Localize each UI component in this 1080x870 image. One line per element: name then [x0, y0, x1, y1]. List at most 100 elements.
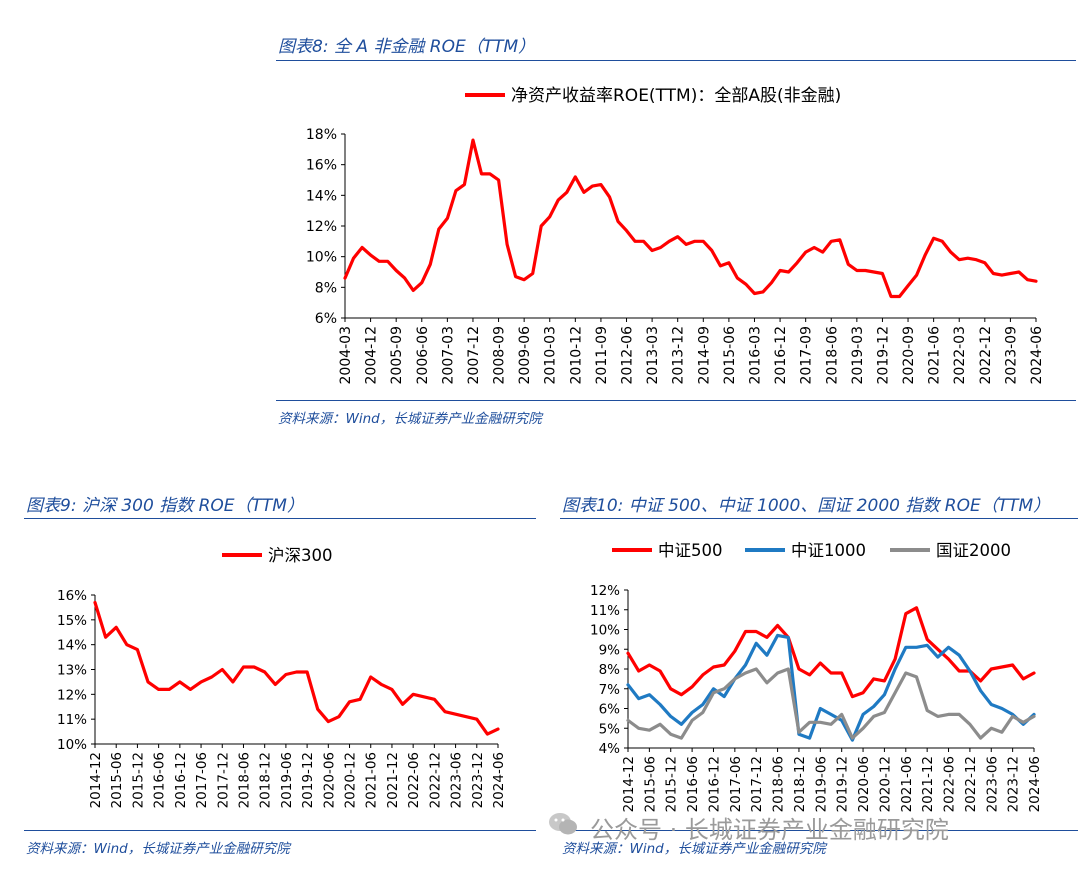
chart1-y-tick-label: 16% [306, 158, 337, 174]
watermark-text: 公众号 · 长城证券产业金融研究院 [590, 816, 949, 844]
chart2-x-tick-label: 2015-12 [130, 752, 146, 808]
chart3-x-tick-label: 2016-12 [706, 756, 722, 812]
chart1-x-tick-label: 2013-12 [671, 326, 687, 385]
chart2-x-tick-label: 2018-06 [236, 752, 252, 808]
chart1-x-tick-label: 2010-12 [568, 326, 584, 385]
chart1-x-tick-label: 2020-09 [901, 326, 917, 385]
figure-9-bottom-rule [24, 830, 536, 831]
chart2-y-tick-label: 11% [57, 712, 87, 728]
figure-10-bottom-rule [560, 830, 1078, 831]
chart3-x-tick-label: 2015-06 [642, 756, 658, 812]
chart2-x-tick-label: 2021-12 [385, 752, 401, 808]
chart1-y-tick-label: 12% [306, 219, 337, 235]
figure-9-caption: 图表9: 沪深 300 指数 ROE（TTM） [26, 496, 304, 516]
chart1-legend-label-1: 净资产收益率ROE(TTM)：全部A股(非金融) [511, 86, 841, 106]
figure-10-caption: 图表10: 中证 500、中证 1000、国证 2000 指数 ROE（TTM） [562, 496, 1051, 516]
chart2-x-tick-label: 2022-12 [427, 752, 443, 808]
chart1-x-tick-label: 2006-06 [415, 326, 431, 385]
chart1-x-tick-label: 2022-03 [952, 326, 968, 385]
chart3-x-tick-label: 2019-12 [835, 756, 851, 812]
chart3-x-tick-label: 2023-12 [1006, 756, 1022, 812]
chart1-x-tick-label: 2014-09 [696, 326, 712, 385]
chart3-x-tick-label: 2024-06 [1027, 756, 1043, 812]
figure-10-top-rule [560, 518, 1078, 519]
chart2-x-tick-label: 2024-06 [491, 752, 507, 808]
chart3-x-tick-label: 2020-06 [856, 756, 872, 812]
chart2-x-tick-label: 2016-06 [152, 752, 168, 808]
chart2-y-tick-label: 16% [57, 588, 87, 604]
figure-8-top-rule [276, 60, 1076, 61]
chart1-x-tick-label: 2024-06 [1029, 326, 1045, 385]
chart1-x-tick-label: 2004-12 [364, 326, 380, 385]
chart3-y-tick-label: 6% [599, 702, 621, 718]
chart3-x-tick-label: 2022-06 [942, 756, 958, 812]
chart1-y-tick-label: 14% [306, 188, 337, 204]
chart1-x-tick-label: 2022-12 [978, 326, 994, 385]
figure-9-top-rule [24, 518, 536, 519]
chart3-x-tick-label: 2019-06 [813, 756, 829, 812]
chart3-y-tick-label: 4% [599, 741, 621, 757]
chart1-x-tick-label: 2010-03 [543, 326, 559, 385]
chart2-x-tick-label: 2023-12 [470, 752, 486, 808]
chart1-x-tick-label: 2018-06 [824, 326, 840, 385]
chart3-x-tick-label: 2018-12 [792, 756, 808, 812]
chart3-y-tick-label: 10% [590, 623, 620, 639]
chart1-x-tick-label: 2009-06 [517, 326, 533, 385]
figure-8-source: 资料来源：Wind，长城证券产业金融研究院 [278, 411, 542, 427]
chart3-x-tick-label: 2015-12 [664, 756, 680, 812]
chart2-x-tick-label: 2019-06 [279, 752, 295, 808]
chart3-y-tick-label: 9% [599, 642, 621, 658]
chart2-series-line-1 [93, 600, 500, 736]
chart2-x-tick-label: 2018-12 [258, 752, 274, 808]
chart1-series-line-1 [343, 138, 1038, 299]
chart3-y-tick-label: 11% [590, 603, 620, 619]
chart3-x-tick-label: 2021-12 [920, 756, 936, 812]
chart3-series-line-3 [626, 667, 1036, 740]
chart3-x-tick-label: 2016-06 [685, 756, 701, 812]
chart1-x-tick-label: 2012-06 [620, 326, 636, 385]
chart1-x-tick-label: 2023-09 [1003, 326, 1019, 385]
chart1-x-tick-label: 2007-12 [466, 326, 482, 385]
chart2-x-tick-label: 2020-06 [321, 752, 337, 808]
chart2-x-tick-label: 2014-12 [88, 752, 104, 808]
chart2-x-tick-label: 2017-06 [194, 752, 210, 808]
chart2-x-tick-label: 2021-06 [364, 752, 380, 808]
chart1-y-tick-label: 18% [306, 127, 337, 143]
chart2-legend-label-1: 沪深300 [268, 546, 333, 565]
chart3-x-tick-label: 2021-06 [899, 756, 915, 812]
chart1-x-tick-label: 2019-12 [875, 326, 891, 385]
chart1-x-tick-label: 2004-03 [338, 326, 354, 385]
chart2-y-tick-label: 12% [57, 687, 87, 703]
chart2-x-tick-label: 2023-06 [449, 752, 465, 808]
chart1-y-tick-label: 6% [315, 311, 337, 327]
chart1-x-tick-label: 2015-06 [722, 326, 738, 385]
chart1-x-tick-label: 2017-09 [799, 326, 815, 385]
chart2-y-tick-label: 10% [57, 737, 87, 753]
figure-9-source: 资料来源：Wind，长城证券产业金融研究院 [26, 841, 290, 857]
chart3-legend-label-2: 中证1000 [791, 541, 866, 560]
chart2-x-tick-label: 2015-06 [109, 752, 125, 808]
chart3-y-tick-label: 8% [599, 662, 621, 678]
chart1-x-tick-label: 2005-09 [389, 326, 405, 385]
chart1-x-tick-label: 2019-03 [850, 326, 866, 385]
chart2-y-tick-label: 15% [57, 613, 87, 629]
chart2-x-tick-label: 2020-12 [343, 752, 359, 808]
chart1-x-tick-label: 2021-06 [927, 326, 943, 385]
chart3-y-tick-label: 12% [590, 583, 620, 599]
chart3-legend-label-1: 中证500 [658, 541, 723, 560]
chart3-legend-label-3: 国证2000 [936, 541, 1011, 560]
chart1-x-tick-label: 2016-12 [773, 326, 789, 385]
chart3-series-line-1 [626, 606, 1036, 699]
chart2-x-tick-label: 2022-06 [406, 752, 422, 808]
chart1-x-tick-label: 2013-03 [645, 326, 661, 385]
chart3-x-tick-label: 2020-12 [877, 756, 893, 812]
chart1-y-tick-label: 8% [315, 280, 337, 296]
chart3-y-tick-label: 5% [599, 721, 621, 737]
chart1-x-tick-label: 2011-09 [594, 326, 610, 385]
chart1-x-tick-label: 2008-09 [492, 326, 508, 385]
chart3-x-tick-label: 2014-12 [621, 756, 637, 812]
chart3-y-tick-label: 7% [599, 682, 621, 698]
wechat-icon [549, 813, 577, 835]
chart3-x-tick-label: 2018-06 [771, 756, 787, 812]
chart1-x-tick-label: 2007-03 [440, 326, 456, 385]
